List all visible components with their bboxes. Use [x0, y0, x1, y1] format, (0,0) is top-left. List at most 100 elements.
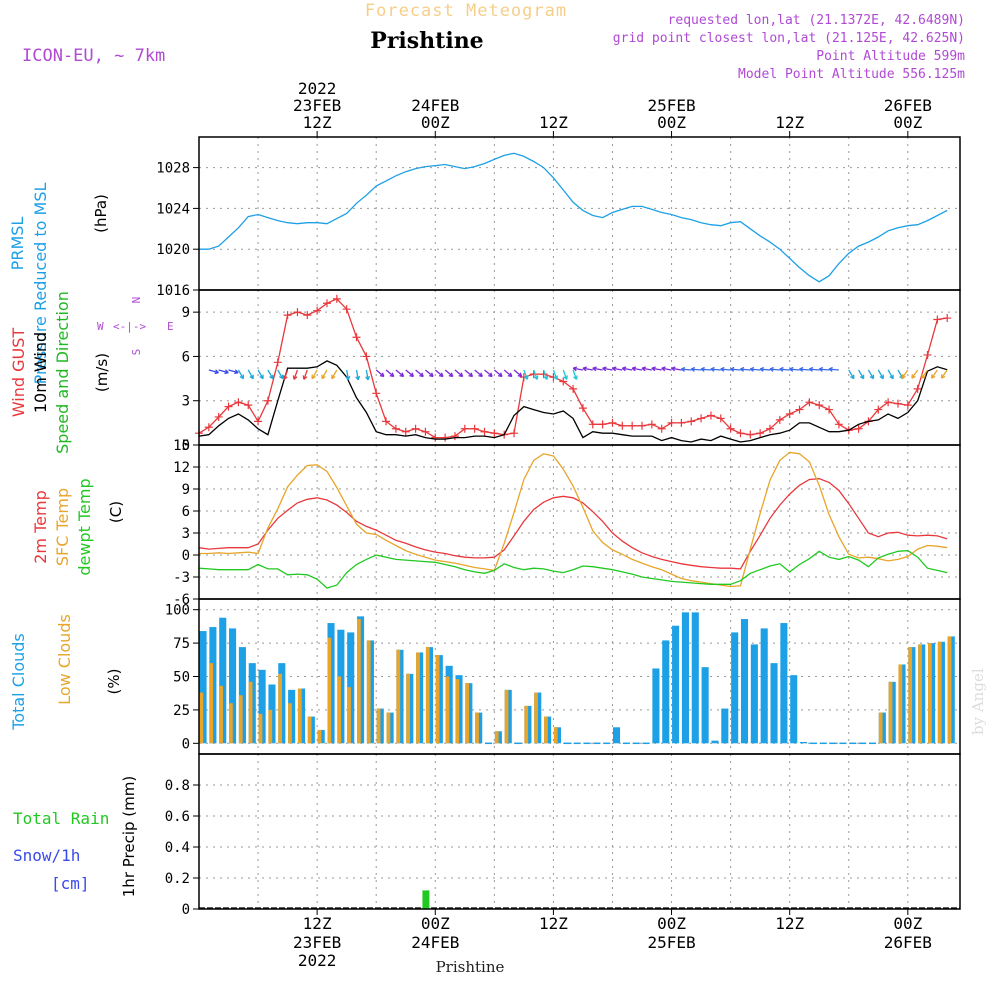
- wind-arrow: [355, 369, 359, 380]
- low-cloud-bar: [947, 636, 952, 744]
- compass-arrows: <-|->: [113, 320, 146, 333]
- gust-marker: [372, 389, 381, 398]
- wind-arrow: [257, 369, 264, 379]
- gust-marker: [923, 350, 932, 359]
- wind-arrow-head: [739, 366, 745, 372]
- top-date-label: 24FEB: [411, 96, 459, 115]
- series-line: [198, 360, 948, 443]
- compass-east: E: [167, 320, 174, 333]
- ytick-label: 6: [182, 349, 190, 365]
- wind-arrow-head: [269, 374, 274, 380]
- model-altitude: Model Point Altitude 556.125m: [738, 67, 965, 82]
- gust-marker: [401, 427, 410, 436]
- panel-frame: [198, 753, 961, 910]
- wind-arrow: [940, 369, 948, 379]
- wind-arrow: [651, 367, 662, 371]
- wind-arrow-head: [680, 366, 686, 372]
- wind-arrow: [700, 368, 711, 371]
- wind-arrow-head: [940, 374, 946, 379]
- low-cloud-bar: [475, 712, 479, 744]
- ytick-label: 0.6: [165, 809, 190, 825]
- low-cloud-bar: [425, 647, 430, 744]
- wind-arrow-head: [808, 366, 814, 372]
- low-cloud-bar: [199, 692, 204, 744]
- gust-marker: [884, 398, 893, 407]
- wind-arrow-head: [671, 366, 676, 372]
- low-cloud-bar: [307, 716, 312, 744]
- wind-arrow-head: [355, 375, 361, 381]
- wind-arrow: [931, 369, 938, 379]
- wind-arrow: [612, 367, 623, 371]
- wind-arrow: [283, 369, 289, 380]
- panel-label: Speed and Direction: [53, 291, 72, 454]
- grid-layer: [199, 137, 960, 909]
- gust-marker: [224, 402, 233, 411]
- wind-arrow-head: [458, 372, 464, 378]
- grid-coords: grid point closest lon,lat (21.125E, 42.…: [613, 31, 965, 46]
- compass-west: W: [97, 320, 104, 333]
- total-cloud-bar: [790, 675, 798, 744]
- ytick-label: 0.2: [165, 871, 190, 887]
- wind-arrow: [385, 369, 395, 377]
- gust-marker: [726, 424, 735, 433]
- gust-marker: [598, 420, 607, 429]
- gust-marker: [382, 417, 391, 426]
- panel-label: dewpt Temp: [75, 478, 94, 575]
- gust-marker: [647, 420, 656, 429]
- wind-arrow: [395, 369, 404, 377]
- bottom-date-label: 24FEB: [411, 933, 459, 952]
- wind-arrow-head: [749, 366, 755, 372]
- gust-marker: [697, 414, 706, 423]
- wind-arrow-head: [497, 372, 503, 378]
- wind-arrow: [911, 369, 919, 379]
- wind-arrow: [632, 367, 643, 371]
- wind-arrow: [237, 369, 244, 379]
- footer-location: Prishtine: [436, 958, 505, 976]
- ytick-label: -6: [173, 592, 190, 608]
- wind-arrow-head: [507, 372, 513, 378]
- wind-arrow-head: [641, 366, 647, 372]
- low-cloud-bar: [918, 644, 922, 744]
- series-line: [198, 549, 948, 589]
- gust-marker: [391, 424, 400, 433]
- wind-arrow: [425, 369, 434, 377]
- low-cloud-bar: [248, 681, 253, 744]
- wind-arrow: [365, 369, 369, 380]
- gust-marker: [825, 405, 834, 414]
- top-hour-label: 00Z: [657, 113, 686, 132]
- low-cloud-bar: [406, 673, 410, 744]
- wind-arrow-head: [612, 366, 617, 372]
- gust-marker: [313, 306, 322, 315]
- gust-marker: [352, 333, 361, 342]
- wind-arrow: [434, 369, 444, 377]
- wind-arrow-head: [779, 366, 784, 372]
- ytick-label: 25: [173, 703, 190, 719]
- gust-marker: [933, 315, 942, 324]
- wind-arrow-head: [582, 366, 587, 372]
- bottom-date-label: 26FEB: [884, 933, 932, 952]
- wind-arrow-head: [249, 374, 254, 380]
- bottom-hour-label: 00Z: [657, 914, 686, 933]
- low-cloud-bar: [898, 664, 903, 744]
- gust-marker: [667, 418, 676, 427]
- wind-arrow: [523, 369, 528, 380]
- wind-arrow-head: [730, 366, 735, 372]
- gust-marker: [775, 415, 784, 424]
- wind-arrow: [671, 367, 682, 371]
- wind-arrow-head: [259, 374, 264, 380]
- low-cloud-bar: [366, 640, 371, 744]
- wind-arrow: [208, 369, 219, 374]
- gust-marker: [785, 410, 794, 418]
- wind-arrow-head: [828, 366, 833, 372]
- precip-bar: [422, 890, 430, 909]
- low-cloud-bar: [357, 619, 361, 744]
- wind-arrow-head: [478, 372, 483, 378]
- ytick-label: 15: [173, 438, 190, 454]
- bottom-hour-label: 12Z: [303, 914, 332, 933]
- wind-arrow: [887, 369, 894, 379]
- wind-arrow: [533, 369, 538, 380]
- wind-arrow-head: [700, 366, 705, 372]
- watermark: by Angel: [969, 668, 987, 735]
- gust-marker: [204, 423, 213, 432]
- low-cloud-bar: [376, 708, 381, 744]
